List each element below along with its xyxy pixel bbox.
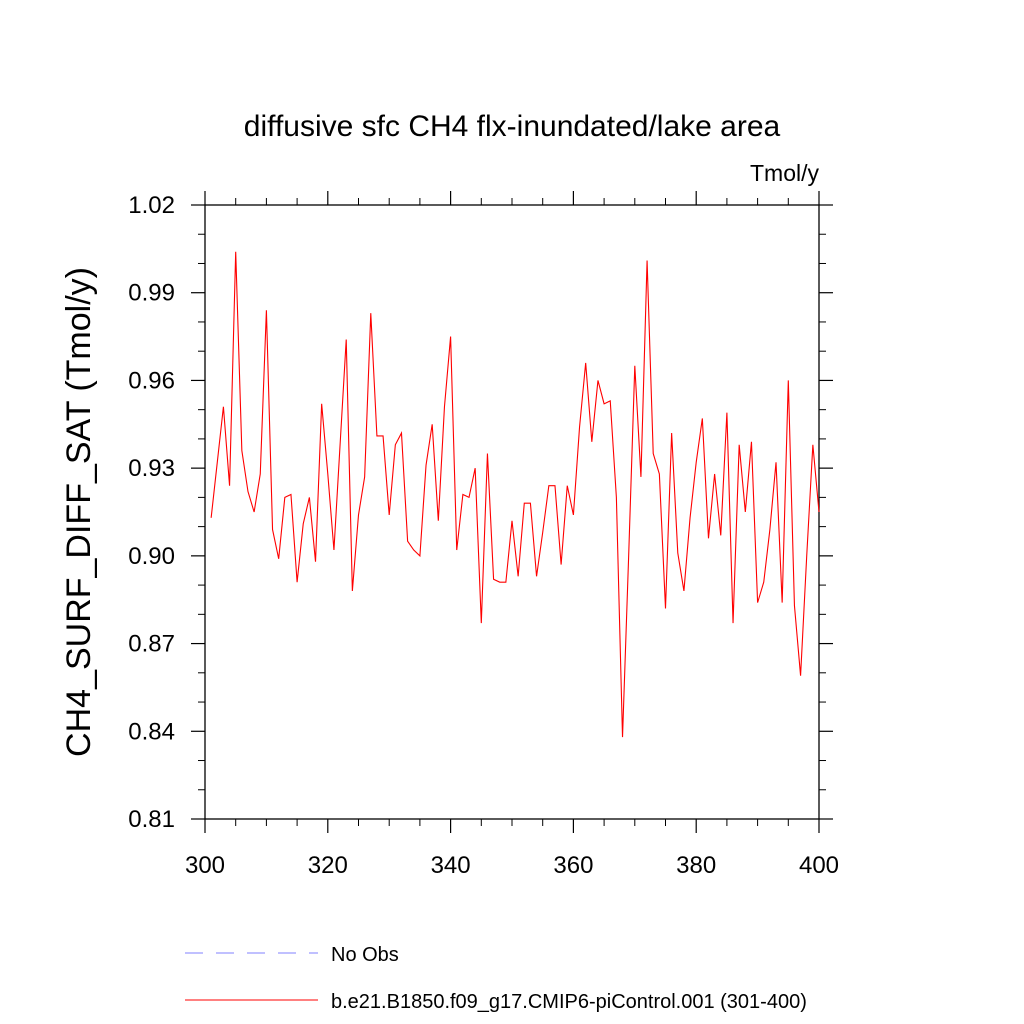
series-line <box>210 251 820 738</box>
x-tick-label: 300 <box>185 852 225 879</box>
y-tick-label: 0.96 <box>128 367 175 394</box>
legend-label: b.e21.B1850.f09_g17.CMIP6-piControl.001 … <box>331 991 807 1013</box>
plot-frame <box>204 204 820 820</box>
x-tick-label: 320 <box>308 852 348 879</box>
y-axis-label: CH4_SURF_DIFF_SAT (Tmol/y) <box>60 267 98 757</box>
units-label: Tmol/y <box>750 160 820 186</box>
y-tick-label: 0.93 <box>128 455 175 482</box>
y-tick-label: 0.84 <box>128 718 175 745</box>
x-tick-labels: 300 320 340 360 380 400 <box>185 852 839 879</box>
y-tick-labels: 0.81 0.84 0.87 0.90 0.93 0.96 0.99 1.02 <box>128 192 175 833</box>
y-tick-label: 0.90 <box>128 543 175 570</box>
x-tick-label: 360 <box>553 852 593 879</box>
y-tick-label: 0.87 <box>128 631 175 658</box>
legend-label: No Obs <box>331 944 399 966</box>
y-tick-label: 1.02 <box>128 192 175 219</box>
legend: No Obs b.e21.B1850.f09_g17.CMIP6-piContro… <box>185 944 807 1013</box>
series-lines <box>210 251 820 738</box>
y-tick-label: 0.81 <box>128 806 175 833</box>
x-tick-label: 400 <box>799 852 839 879</box>
chart-title: diffusive sfc CH4 flx-inundated/lake are… <box>244 110 781 143</box>
y-tick-label: 0.99 <box>128 280 175 307</box>
axis-ticks <box>191 191 833 833</box>
x-tick-label: 380 <box>676 852 716 879</box>
x-tick-label: 340 <box>431 852 471 879</box>
